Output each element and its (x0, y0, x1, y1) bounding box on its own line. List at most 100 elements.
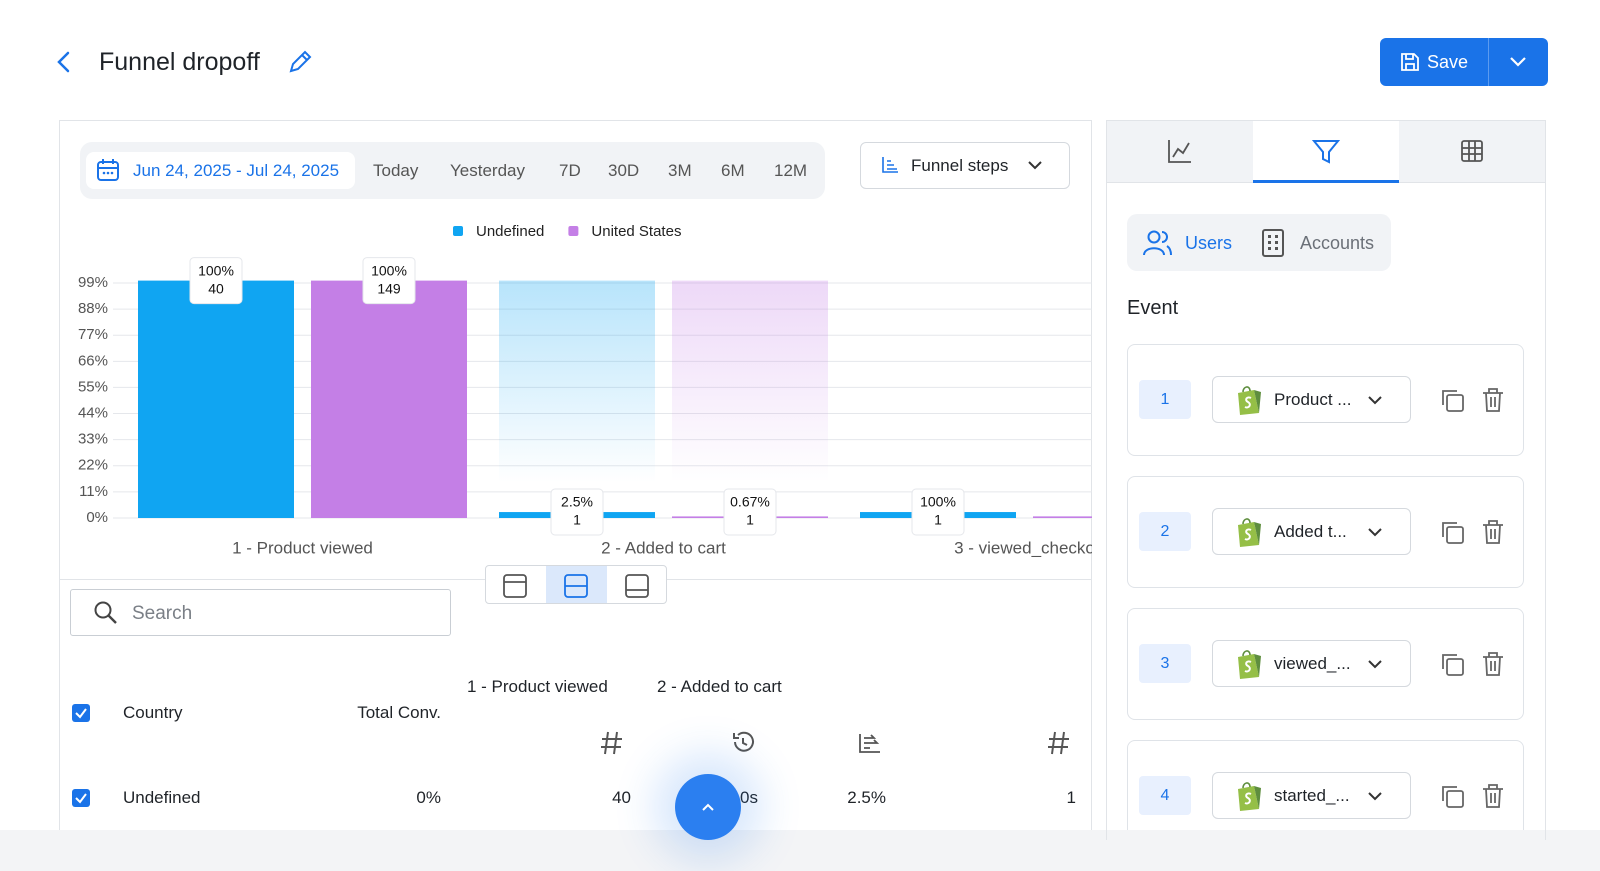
y-tick-label: 11% (79, 483, 108, 500)
event-index-box (1139, 776, 1191, 815)
copy-icon[interactable] (1440, 520, 1466, 546)
divider (1488, 38, 1489, 86)
date-preset[interactable]: Today (373, 161, 419, 180)
event-card: 3 viewed_... (1127, 608, 1524, 720)
accounts-icon (1262, 229, 1284, 257)
delete-icon[interactable] (1481, 387, 1505, 413)
bar (1033, 516, 1092, 518)
shopify-icon (1238, 650, 1261, 679)
date-preset[interactable]: 30D (608, 161, 640, 180)
event-index: 3 (1160, 655, 1170, 672)
view-select-label: Funnel steps (911, 156, 1009, 175)
delete-icon[interactable] (1481, 783, 1505, 809)
x-tick-label: 2 - Added to cart (601, 538, 726, 557)
table-cell: 0s (740, 788, 758, 807)
event-name: viewed_... (1274, 654, 1351, 673)
check (75, 708, 87, 719)
sidebar-clip (1107, 830, 1545, 871)
funnel-tab[interactable] (1253, 121, 1399, 183)
delete-icon[interactable] (1481, 651, 1505, 677)
chevron (1368, 528, 1382, 537)
table-cell: 0% (416, 788, 441, 807)
legend-label: Undefined (476, 223, 544, 240)
event-select[interactable] (1212, 772, 1411, 819)
shopify-icon (1238, 518, 1261, 547)
data-label-box (189, 257, 243, 305)
legend-label: United States (591, 223, 681, 240)
users-icon (1143, 230, 1172, 256)
column-header: Country (123, 703, 183, 722)
check (75, 793, 87, 804)
data-label-count: 1 (573, 512, 581, 528)
data-label-box (911, 488, 965, 536)
date-preset[interactable]: 6M (721, 161, 745, 180)
layout-icons (503, 574, 649, 598)
back-button[interactable] (52, 48, 76, 76)
event-select[interactable] (1212, 376, 1411, 423)
event-index: 1 (1160, 391, 1170, 408)
event-index: 4 (1160, 787, 1170, 804)
date-preset[interactable]: 3M (668, 161, 692, 180)
search-box[interactable] (70, 589, 451, 636)
legend-swatch (568, 226, 579, 236)
x-tick-label: 3 - viewed_checko (954, 538, 1095, 557)
data-label-box (362, 257, 416, 305)
users-tab[interactable]: Users (1185, 233, 1233, 253)
calendar-icon (97, 159, 119, 181)
delete-icon[interactable] (1481, 519, 1505, 545)
event-name: started_... (1274, 786, 1350, 805)
data-label-count: 1 (934, 512, 942, 528)
date-preset[interactable]: 12M (774, 161, 808, 180)
bar (311, 280, 467, 518)
tab-icons (1168, 140, 1483, 164)
chevron (1368, 660, 1382, 669)
event-index-box (1139, 380, 1191, 419)
table-cell: 40 (612, 788, 631, 807)
y-tick-label: 0% (86, 509, 108, 526)
checkbox[interactable] (72, 789, 90, 807)
save-icon (1401, 53, 1419, 71)
search-icon (94, 601, 117, 624)
data-label-count: 1 (746, 512, 754, 528)
event-card: 2 Added t... (1127, 476, 1524, 588)
edit-icon[interactable] (286, 48, 314, 76)
date-preset[interactable]: 7D (559, 161, 581, 180)
view-select[interactable] (860, 142, 1070, 189)
event-index: 2 (1160, 523, 1170, 540)
y-tick-label: 44% (78, 405, 108, 422)
save-button[interactable]: Save (1380, 38, 1548, 86)
entity-toggle (1127, 214, 1391, 271)
chevron (1368, 792, 1382, 801)
chevron (1368, 396, 1382, 405)
data-label-count: 149 (377, 280, 401, 296)
event-name: Product ... (1274, 390, 1352, 409)
table-cell: Undefined (123, 788, 201, 807)
funnel-chart: 1 - Product viewed 100% 40 100% 149 2 - Added… (78, 223, 1095, 557)
scroll-top-button[interactable] (675, 774, 741, 840)
y-tick-label: 33% (78, 431, 108, 448)
data-label-box (723, 488, 777, 536)
date-range[interactable] (86, 152, 355, 189)
copy-icon[interactable] (1440, 652, 1466, 678)
event-index-box (1139, 512, 1191, 551)
steps-icon (882, 157, 898, 173)
accounts-tab[interactable]: Accounts (1300, 233, 1375, 253)
save-menu[interactable] (1508, 54, 1528, 70)
copy-icon[interactable] (1440, 388, 1466, 414)
dropoff-ghost (672, 280, 828, 518)
x-tick-label: 1 - Product viewed (232, 538, 373, 557)
date-preset[interactable]: Yesterday (450, 161, 525, 180)
event-select[interactable] (1212, 640, 1411, 687)
checkbox[interactable] (72, 704, 90, 722)
y-tick-label: 22% (78, 457, 108, 474)
data-label-percent: 0.67% (730, 494, 770, 510)
event-name: Added t... (1274, 522, 1347, 541)
bar (138, 280, 294, 518)
event-select[interactable] (1212, 508, 1411, 555)
layout-toggle[interactable] (485, 565, 667, 604)
step-header: 1 - Product viewed (467, 677, 608, 696)
y-tick-label: 66% (78, 352, 108, 369)
data-label-percent: 100% (371, 262, 407, 278)
copy-icon[interactable] (1440, 784, 1466, 810)
